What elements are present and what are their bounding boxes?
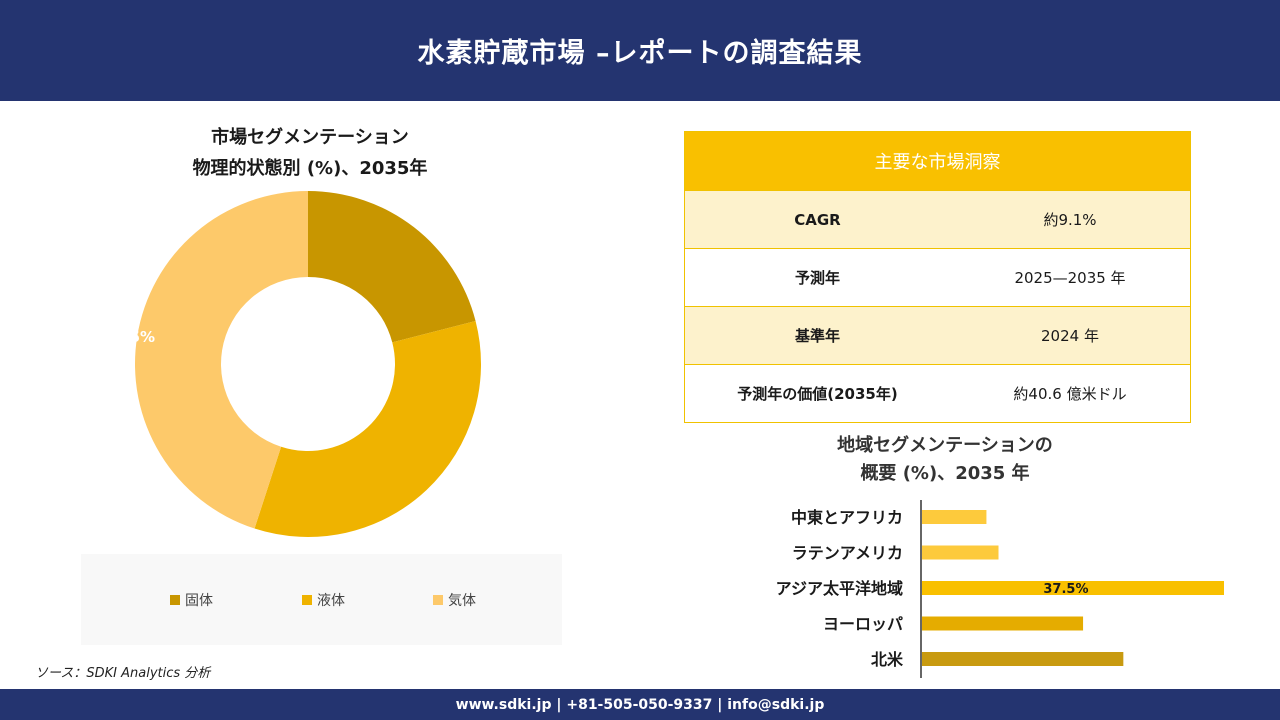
insight-key: 予測年の価値(2035年)	[737, 385, 898, 403]
footer-contact: www.sdki.jp | +81-505-050-9337 | info@sd…	[455, 696, 825, 713]
insight-value: 約9.1%	[1043, 211, 1097, 229]
legend-swatch-solid	[170, 595, 180, 605]
insight-value: 2024 年	[1041, 327, 1099, 345]
page-header: 水素貯蔵市場 –レポートの調査結果	[0, 0, 1280, 101]
donut-legend: 固体 液体 気体	[81, 554, 562, 645]
donut-chart-title: 市場セグメンテーション 物理的状態別 (%)、2035年	[130, 122, 490, 184]
bar-4	[922, 652, 1124, 666]
legend-swatch-gas	[433, 595, 443, 605]
insight-row-forecast-years: 予測年 2025—2035 年	[685, 248, 1190, 306]
donut-title-line1: 市場セグメンテーション	[211, 127, 409, 148]
bar-category-label: アジア太平洋地域	[776, 579, 903, 598]
donut-title-line2: 物理的状態別 (%)、2035年	[192, 158, 428, 179]
bar-category-label: 北米	[871, 650, 904, 669]
insight-row-base-year: 基準年 2024 年	[685, 306, 1190, 364]
bar-2	[922, 581, 1224, 595]
insight-row-forecast-value: 予測年の価値(2035年) 約40.6 億米ドル	[685, 364, 1190, 422]
legend-item-solid: 固体	[170, 590, 213, 610]
bar-0	[922, 510, 987, 524]
insight-key: CAGR	[794, 210, 841, 229]
legend-label-liquid: 液体	[317, 593, 345, 609]
legend-swatch-liquid	[302, 595, 312, 605]
donut-slice-liquid	[254, 320, 481, 537]
bar-category-label: ラテンアメリカ	[792, 544, 903, 563]
bar-category-label: 中東とアフリカ	[791, 508, 903, 527]
insight-key: 基準年	[794, 327, 840, 345]
donut-slice-solid	[308, 191, 476, 343]
legend-label-solid: 固体	[185, 593, 213, 609]
legend-item-liquid: 液体	[302, 590, 345, 610]
bar-3	[922, 616, 1084, 631]
insight-value: 2025—2035 年	[1014, 269, 1126, 287]
source-note: ソース：SDKI Analytics 分析	[35, 666, 211, 681]
bar-1	[922, 545, 999, 560]
insight-key: 予測年	[794, 269, 840, 287]
region-title-line2: 概要 (%)、2035 年	[860, 463, 1030, 484]
donut-data-label: 45%	[119, 328, 155, 346]
legend-item-gas: 気体	[433, 590, 476, 610]
legend-label-gas: 気体	[448, 593, 476, 609]
insight-row-cagr: CAGR 約9.1%	[685, 190, 1190, 248]
page-title: 水素貯蔵市場 –レポートの調査結果	[417, 38, 863, 69]
region-chart-title: 地域セグメンテーションの 概要 (%)、2035 年	[760, 432, 1130, 488]
insights-heading: 主要な市場洞察	[685, 132, 1190, 190]
market-insights-table: 主要な市場洞察 CAGR 約9.1% 予測年 2025—2035 年 基準年 2…	[684, 131, 1191, 423]
donut-chart: 45%	[119, 191, 481, 537]
donut-slice-gas	[135, 191, 308, 529]
bar-data-label: 37.5%	[1043, 582, 1088, 597]
page-footer: www.sdki.jp | +81-505-050-9337 | info@sd…	[0, 689, 1280, 720]
insight-value: 約40.6 億米ドル	[1013, 385, 1127, 403]
bar-category-label: ヨーロッパ	[823, 615, 903, 634]
region-title-line1: 地域セグメンテーションの	[837, 435, 1053, 456]
